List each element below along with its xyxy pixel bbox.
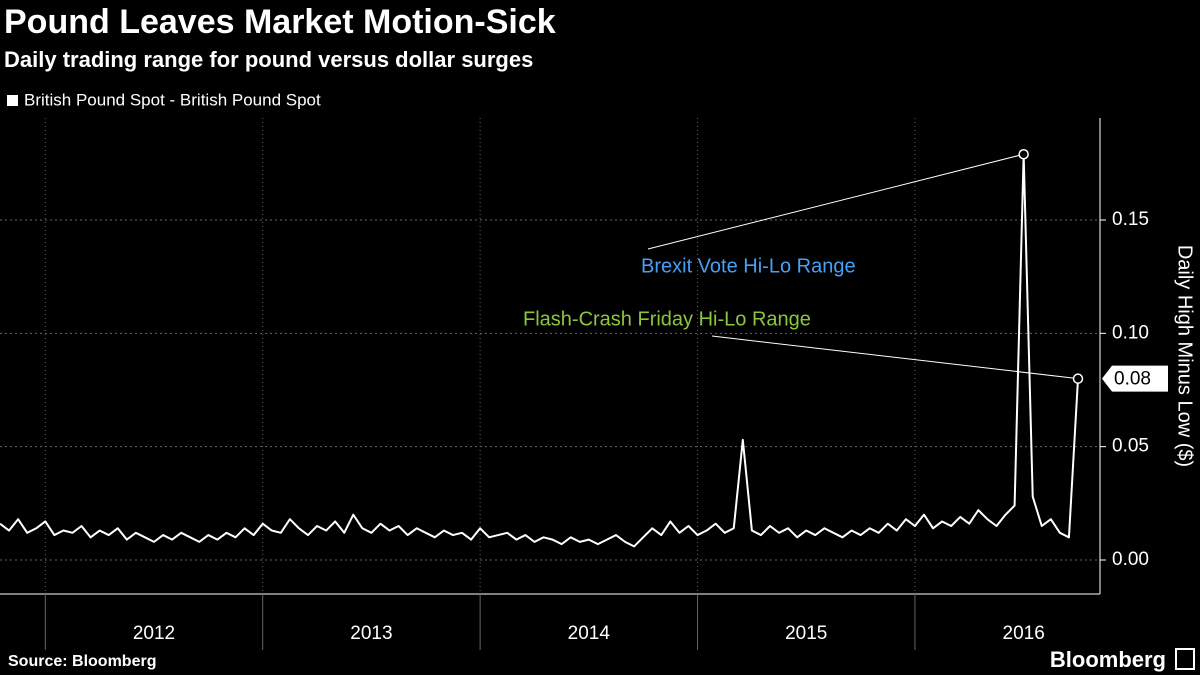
- series-line: [0, 153, 1079, 548]
- source: Source: Bloomberg: [8, 653, 156, 670]
- annotation-marker: [1018, 149, 1029, 160]
- chart-title: Pound Leaves Market Motion-Sick: [4, 3, 556, 41]
- y-tick-label: 0.15: [1112, 209, 1149, 230]
- y-tick-label: 0.00: [1112, 549, 1149, 570]
- annotation-text: Flash-Crash Friday Hi-Lo Range: [523, 308, 811, 330]
- x-tick-label: 2016: [1003, 623, 1045, 644]
- brand: Bloomberg: [1050, 647, 1166, 672]
- x-tick-label: 2014: [568, 623, 611, 644]
- last-value-label: 0.08: [1114, 369, 1151, 390]
- legend-swatch: [7, 95, 18, 106]
- annotation-line: [711, 335, 1079, 380]
- annotation-marker: [1072, 373, 1084, 384]
- y-tick-label: 0.10: [1112, 322, 1149, 343]
- legend-label: British Pound Spot - British Pound Spot: [24, 90, 321, 109]
- chart-subtitle: Daily trading range for pound versus dol…: [4, 47, 533, 72]
- x-tick-label: 2012: [133, 623, 175, 644]
- last-value-tag: [1102, 365, 1168, 392]
- x-tick-label: 2013: [350, 623, 392, 644]
- annotation-text: Brexit Vote Hi-Lo Range: [641, 255, 856, 277]
- x-tick-label: 2015: [785, 623, 827, 644]
- y-axis-label: Daily High Minus Low ($): [1174, 245, 1196, 467]
- annotation-line: [647, 153, 1024, 250]
- brand-icon: [1175, 648, 1195, 670]
- y-tick-label: 0.05: [1112, 436, 1149, 457]
